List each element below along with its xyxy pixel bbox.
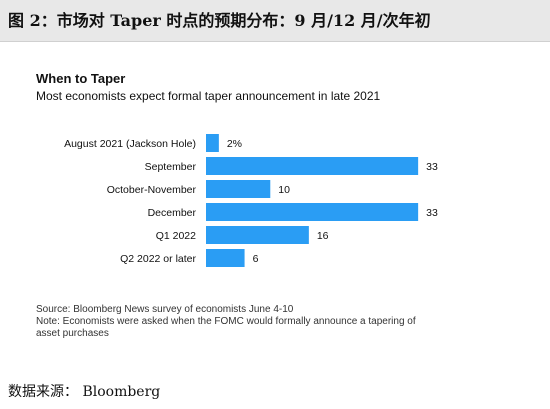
source-note: Source: Bloomberg News survey of economi… (36, 304, 294, 315)
value-label: 2% (227, 138, 242, 150)
bar (206, 180, 271, 198)
category-label: October-November (107, 184, 197, 196)
bar (206, 226, 309, 244)
bar (206, 249, 245, 267)
bar-chart: August 2021 (Jackson Hole) 2% September 33 O… (64, 134, 438, 267)
category-label: August 2021 (Jackson Hole) (64, 138, 196, 150)
value-label: 10 (278, 184, 290, 196)
figure-source: 数据来源： Bloomberg (8, 384, 161, 400)
value-label: 6 (253, 253, 259, 265)
chart-title: When to Taper (36, 71, 126, 86)
category-label: December (148, 207, 197, 219)
bar (206, 157, 419, 175)
chart-notes: Source: Bloomberg News survey of economi… (36, 304, 526, 340)
figure-header: 图 2：市场对 Taper 时点的预期分布：9 月/12 月/次年初 (0, 0, 550, 42)
category-label: Q2 2022 or later (120, 253, 196, 265)
category-label: September (145, 161, 197, 173)
value-label: 33 (426, 207, 438, 219)
value-label: 33 (426, 161, 438, 173)
figure-title: 图 2：市场对 Taper 时点的预期分布：9 月/12 月/次年初 (8, 11, 431, 30)
note-line-2: asset purchases (36, 328, 109, 339)
bar (206, 134, 219, 152)
note-line-1: Note: Economists were asked when the FOM… (36, 316, 416, 327)
category-label: Q1 2022 (156, 230, 196, 242)
chart-subtitle: Most economists expect formal taper anno… (36, 89, 381, 103)
bar (206, 203, 419, 221)
value-label: 16 (317, 230, 329, 242)
chart-card: When to Taper Most economists expect for… (19, 58, 531, 370)
